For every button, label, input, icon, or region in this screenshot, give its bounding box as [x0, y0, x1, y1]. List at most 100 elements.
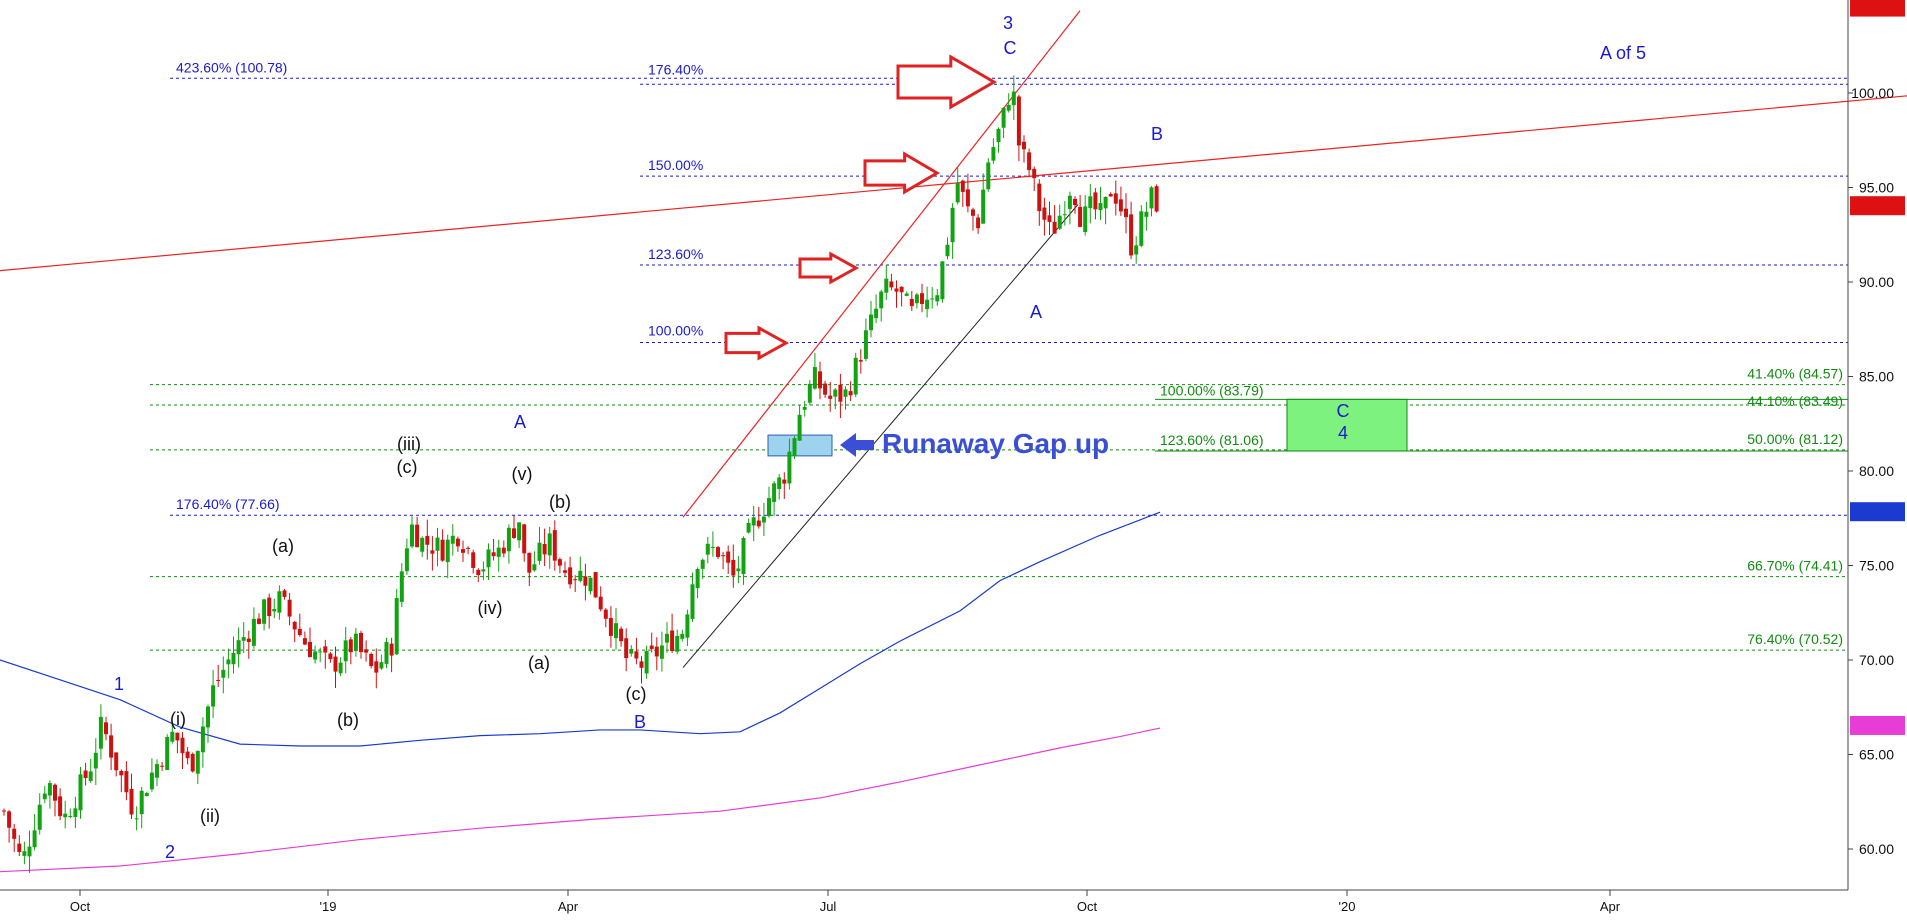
candle-body: [501, 547, 506, 554]
candle-body: [282, 590, 287, 597]
candle-body: [1062, 214, 1067, 216]
x-tick-label: Apr: [1600, 899, 1621, 914]
candle-body: [583, 576, 588, 586]
candle-body: [971, 209, 975, 216]
wave-label: (iii): [397, 434, 421, 454]
candle-body: [619, 628, 624, 642]
candle-body: [491, 552, 496, 557]
candle-body: [894, 288, 899, 292]
candle-body: [114, 752, 119, 771]
candle-body: [986, 162, 991, 190]
candle-body: [792, 438, 797, 456]
candle-body: [53, 784, 57, 801]
candle-body: [420, 537, 425, 552]
y-tick-label: 90.00: [1859, 274, 1894, 290]
candle-body: [1113, 193, 1118, 204]
candle-body: [343, 640, 348, 662]
candle-body: [853, 357, 858, 395]
candle-body: [1016, 96, 1021, 146]
candle-body: [761, 516, 766, 523]
candle-body: [450, 535, 455, 544]
candle-body: [858, 360, 863, 362]
red-arrow-123: [798, 251, 860, 285]
candle-body: [32, 830, 37, 848]
gap-pointer-arrow: [840, 433, 874, 457]
candle-body: [98, 716, 103, 749]
candle-body: [1052, 221, 1057, 234]
candle-body: [965, 189, 970, 207]
candle-body: [486, 549, 491, 568]
candle-body: [440, 539, 445, 561]
candle-body: [833, 389, 838, 397]
candle-body: [73, 808, 78, 818]
candle-body: [144, 793, 149, 797]
wave-label: B: [634, 712, 646, 732]
candle-body: [47, 783, 52, 796]
moving-average-blue: [0, 511, 1161, 747]
y-tick-label: 60.00: [1859, 841, 1894, 857]
candle-body: [879, 291, 884, 309]
candle-body: [593, 572, 598, 598]
candle-body: [83, 770, 88, 778]
candle-body: [236, 640, 241, 655]
candle-body: [981, 189, 986, 224]
candle-body: [950, 207, 955, 243]
candle-body: [685, 614, 690, 638]
candle-body: [22, 851, 27, 856]
moving-average-pink: [0, 727, 1161, 873]
wave-label: (i): [170, 709, 186, 729]
y-tick-label: 75.00: [1859, 558, 1894, 574]
candle-body: [797, 414, 802, 441]
candle-body: [318, 651, 323, 653]
wave-label: (v): [512, 464, 533, 484]
x-tick-label: Oct: [1077, 899, 1098, 914]
candle-body: [670, 630, 675, 652]
candle-body: [461, 549, 465, 553]
candle-body: [379, 662, 384, 669]
wave-label: 2: [165, 842, 175, 862]
candle-body: [211, 685, 216, 707]
candle-body: [1042, 207, 1047, 220]
wave-label: C: [1004, 38, 1017, 58]
candle-body: [634, 651, 639, 659]
candle-body: [476, 569, 481, 576]
wave-label: A: [1030, 302, 1042, 322]
candle-body: [348, 639, 353, 653]
candle-body: [512, 528, 516, 538]
candle-body: [78, 774, 83, 811]
candle-body: [195, 750, 200, 774]
candle-body: [532, 564, 537, 571]
fib-label: 41.40% (84.57): [1747, 366, 1843, 382]
candle-body: [899, 286, 904, 293]
candle-body: [807, 383, 812, 403]
candle-body: [58, 796, 63, 817]
candle-body: [1144, 211, 1149, 217]
candle-body: [369, 653, 374, 667]
candle-body: [155, 764, 159, 778]
wave-label: (b): [337, 710, 359, 730]
candle-body: [527, 552, 532, 573]
candle-body: [741, 538, 746, 575]
candle-body: [552, 530, 557, 561]
candle-body: [1027, 152, 1032, 171]
price-tag: [1850, 196, 1905, 216]
candle-body: [328, 653, 333, 660]
candle-body: [42, 793, 47, 800]
candle-body: [863, 330, 868, 359]
candle-body: [308, 641, 312, 658]
candle-body: [812, 367, 817, 389]
price-tag: [1850, 0, 1905, 17]
candle-body: [787, 451, 792, 484]
candle-body: [1103, 196, 1108, 209]
candle-body: [665, 633, 669, 643]
wave-label: 3: [1003, 13, 1013, 33]
fib-label: 44.10% (83.49): [1747, 393, 1843, 409]
candle-body: [869, 314, 873, 331]
candle-body: [1124, 208, 1128, 218]
candle-body: [767, 498, 771, 517]
candle-body: [838, 384, 843, 402]
x-tick-label: '19: [320, 899, 337, 914]
fib-label: 50.00% (81.12): [1747, 431, 1843, 447]
candle-body: [1022, 141, 1026, 150]
